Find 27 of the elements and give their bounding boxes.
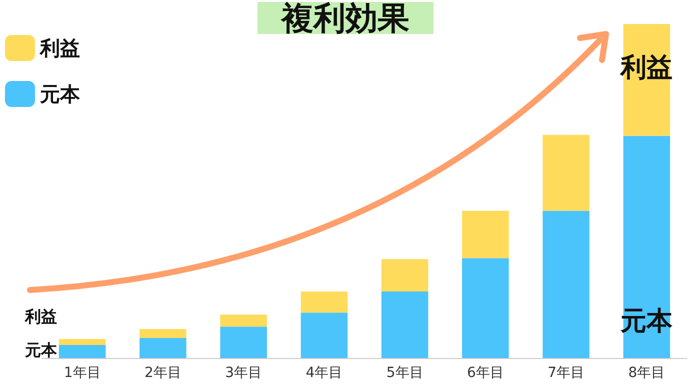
chart-title: 複利効果 [280, 0, 410, 37]
bar [300, 292, 348, 313]
bar [462, 210, 509, 258]
legend-label: 利益 [39, 36, 80, 60]
x-tick-label: 1年目 [64, 365, 101, 381]
bar [58, 338, 106, 345]
bar [140, 328, 186, 338]
annotation: 利益 [24, 307, 57, 326]
bar [381, 292, 428, 358]
bar [462, 258, 509, 358]
x-tick-label: 7年目 [548, 365, 585, 381]
bar [140, 338, 186, 358]
bar [381, 259, 428, 292]
x-tick-label: 6年目 [466, 365, 504, 381]
x-tick-label: 8年目 [628, 365, 666, 381]
bar [220, 314, 267, 327]
bar [300, 312, 348, 358]
bar [58, 344, 106, 358]
legend-label: 元本 [39, 82, 81, 106]
x-tick-label: 5年目 [386, 365, 424, 381]
annotation: 元本 [24, 340, 58, 360]
bar [542, 134, 590, 211]
bar [220, 326, 267, 358]
x-tick-label: 3年目 [225, 365, 262, 381]
x-tick-label: 4年目 [306, 365, 343, 381]
bar [542, 210, 590, 358]
x-tick-label: 2年目 [144, 365, 182, 381]
